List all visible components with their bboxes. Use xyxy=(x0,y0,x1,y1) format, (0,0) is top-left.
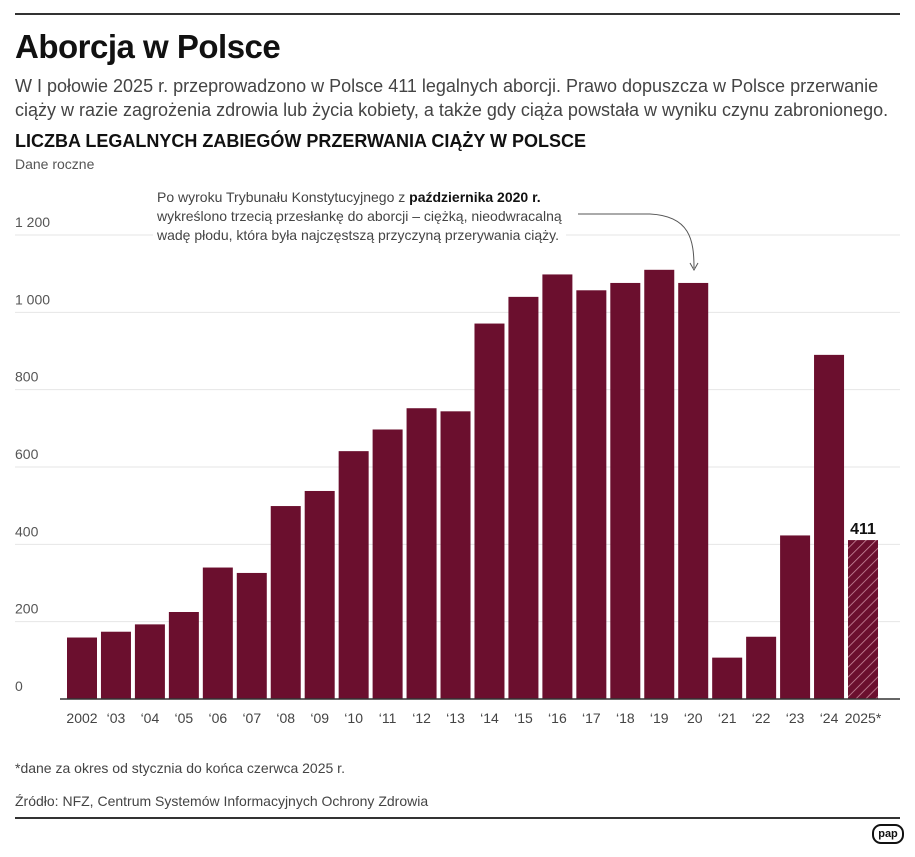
footnote: *dane za okres od stycznia do końca czer… xyxy=(15,760,345,776)
x-tick-label: ‘12 xyxy=(412,710,431,726)
x-tick-label: ‘19 xyxy=(650,710,669,726)
x-tick-label: ‘20 xyxy=(684,710,703,726)
bottom-rule xyxy=(15,817,900,819)
bar xyxy=(576,290,607,699)
pap-logo: pap xyxy=(872,824,904,844)
bar xyxy=(406,408,437,699)
annotation-bold: października 2020 r. xyxy=(409,189,541,205)
x-tick-label: 2025* xyxy=(845,710,882,726)
bar xyxy=(508,296,539,699)
chart-title: LICZBA LEGALNYCH ZABIEGÓW PRZERWANIA CIĄ… xyxy=(15,131,586,151)
x-tick-label: ‘24 xyxy=(820,710,839,726)
annotation-arrow xyxy=(578,213,695,269)
x-tick-label: ‘17 xyxy=(582,710,601,726)
bar xyxy=(168,612,199,699)
x-tick-label: ‘14 xyxy=(480,710,499,726)
x-tick-label: ‘07 xyxy=(242,710,261,726)
annotation-line-1: Po wyroku Trybunału Konstytucyjnego z xyxy=(157,189,410,205)
annotation: Po wyroku Trybunału Konstytucyjnego z pa… xyxy=(153,188,566,245)
x-tick-label: ‘11 xyxy=(379,710,397,726)
y-tick-label: 0 xyxy=(15,678,23,694)
x-tick-label: ‘23 xyxy=(786,710,805,726)
bar xyxy=(542,274,573,699)
source: Źródło: NFZ, Centrum Systemów Informacyj… xyxy=(15,793,429,809)
bar xyxy=(338,451,369,699)
y-tick-label: 1 000 xyxy=(15,291,50,307)
bar xyxy=(270,506,301,699)
bar xyxy=(372,429,403,699)
y-tick-label: 200 xyxy=(15,601,39,617)
y-tick-label: 400 xyxy=(15,523,39,539)
x-tick-label: ‘10 xyxy=(344,710,363,726)
bar xyxy=(814,354,845,699)
bar xyxy=(780,535,811,699)
x-tick-label: ‘15 xyxy=(514,710,533,726)
x-tick-label: ‘03 xyxy=(107,710,126,726)
bar xyxy=(678,282,709,699)
x-tick-label: ‘21 xyxy=(718,710,737,726)
x-tick-label: ‘04 xyxy=(141,710,160,726)
chart-subtitle: Dane roczne xyxy=(15,156,95,172)
bar xyxy=(236,572,267,699)
annotation-line-3: wadę płodu, która była najczęstszą przyc… xyxy=(157,227,560,243)
top-rule xyxy=(15,13,900,15)
y-tick-label: 600 xyxy=(15,446,39,462)
x-tick-label: ‘06 xyxy=(208,710,227,726)
bar xyxy=(712,657,743,699)
x-tick-label: ‘05 xyxy=(175,710,194,726)
x-tick-label: ‘09 xyxy=(310,710,329,726)
x-tick-label: ‘22 xyxy=(752,710,771,726)
bar xyxy=(848,540,878,699)
arrowhead-icon xyxy=(689,262,699,272)
bar xyxy=(610,282,641,699)
y-tick-label: 800 xyxy=(15,369,39,385)
bar xyxy=(304,490,335,699)
bar xyxy=(134,624,165,699)
data-label: 411 xyxy=(850,521,876,538)
bar xyxy=(440,411,471,699)
bar xyxy=(100,631,131,699)
annotation-line-2: wykreślono trzecią przesłankę do aborcji… xyxy=(157,208,562,224)
page-title: Aborcja w Polsce xyxy=(15,28,281,65)
x-tick-label: ‘18 xyxy=(616,710,635,726)
bar xyxy=(474,323,505,699)
lead-text: W I połowie 2025 r. przeprowadzono w Pol… xyxy=(15,76,889,120)
y-tick-label: 1 200 xyxy=(15,214,50,230)
x-tick-label: ‘13 xyxy=(446,710,465,726)
bar xyxy=(746,636,777,699)
x-tick-label: 2002 xyxy=(66,710,97,726)
x-tick-label: ‘08 xyxy=(276,710,295,726)
x-tick-label: ‘16 xyxy=(548,710,567,726)
bar xyxy=(202,567,233,699)
bar xyxy=(644,269,675,699)
bar xyxy=(67,637,97,699)
